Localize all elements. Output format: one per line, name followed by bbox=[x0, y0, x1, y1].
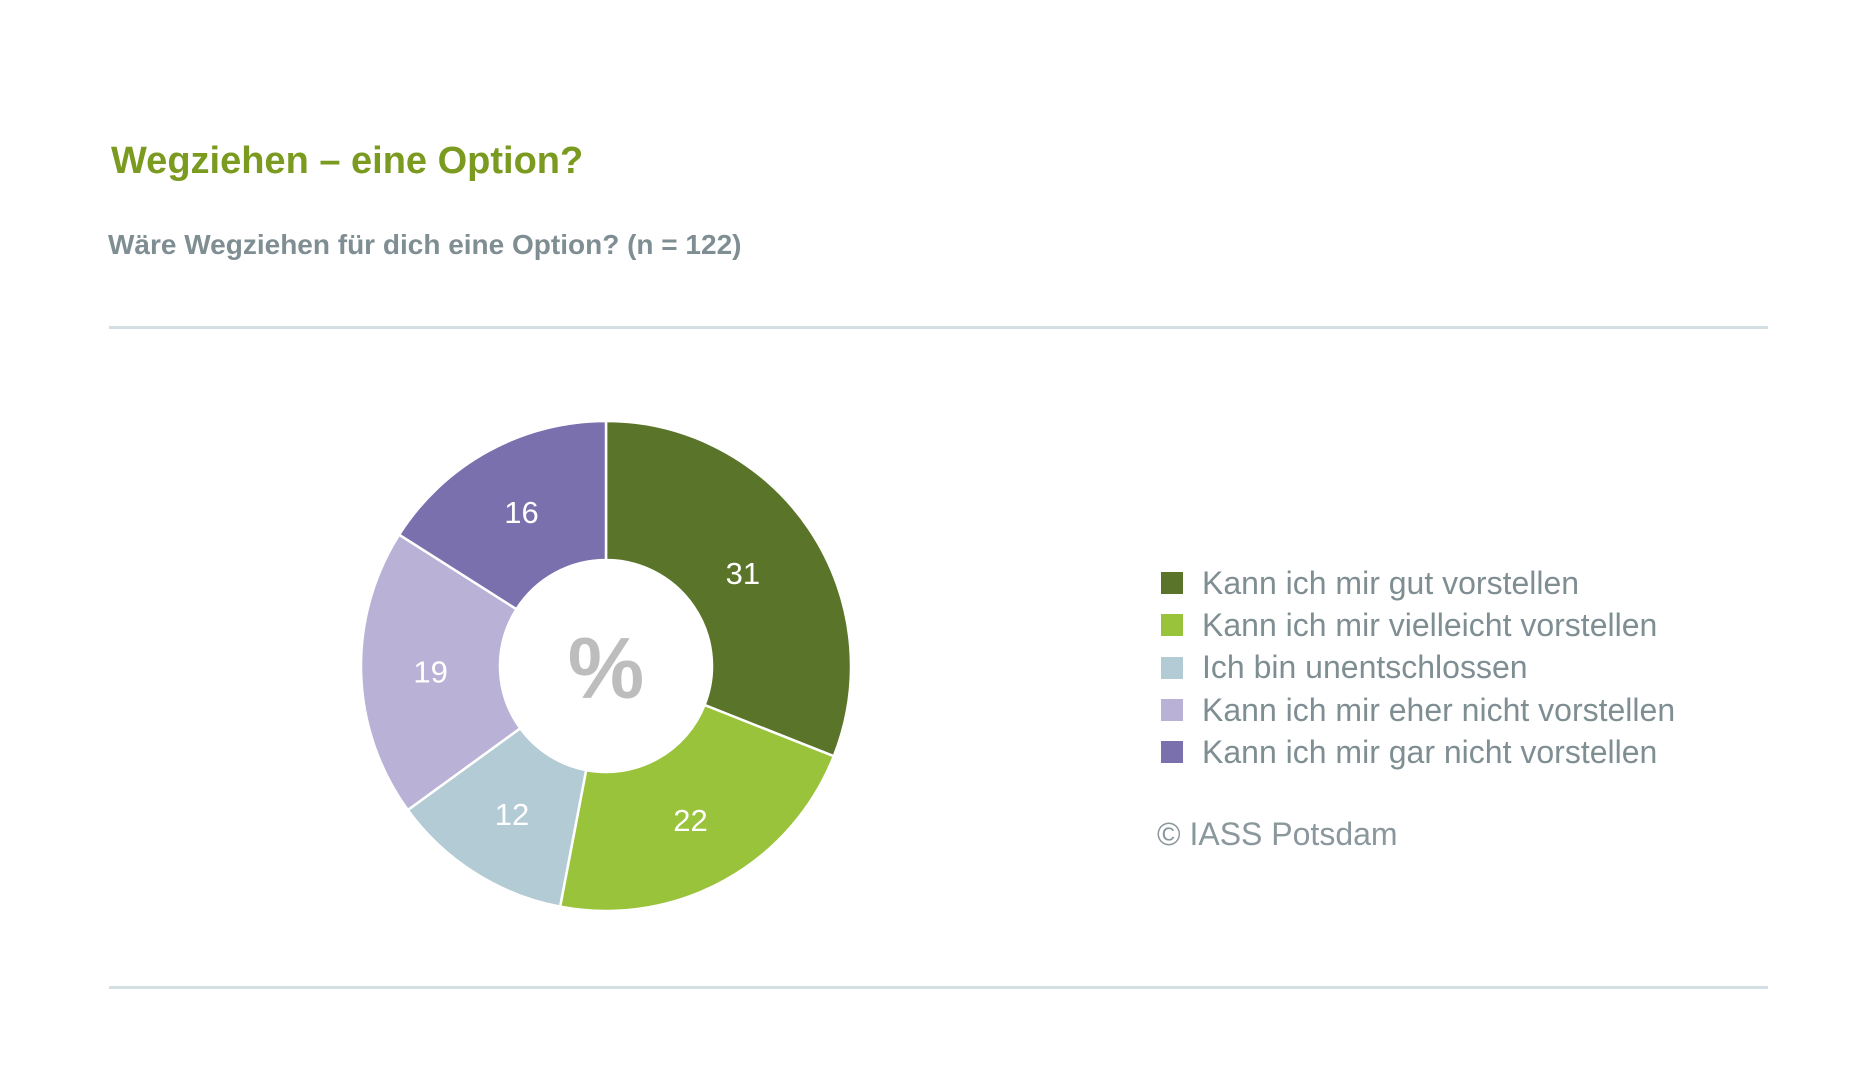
legend: Kann ich mir gut vorstellen Kann ich mir … bbox=[1161, 562, 1675, 773]
top-divider bbox=[109, 326, 1768, 329]
legend-label: Kann ich mir gar nicht vorstellen bbox=[1202, 733, 1658, 770]
legend-item: Kann ich mir gar nicht vorstellen bbox=[1161, 731, 1675, 773]
donut-slice bbox=[558, 703, 836, 913]
data-label: 22 bbox=[673, 803, 707, 838]
donut-slice bbox=[397, 419, 608, 611]
data-label: 19 bbox=[413, 655, 447, 690]
legend-item: Ich bin unentschlossen bbox=[1161, 647, 1675, 689]
legend-swatch bbox=[1161, 656, 1183, 679]
chart-title: Wegziehen – eine Option? bbox=[111, 140, 584, 182]
copyright: © IASS Potsdam bbox=[1157, 816, 1398, 852]
donut-slice bbox=[604, 419, 853, 758]
legend-item: Kann ich mir eher nicht vorstellen bbox=[1161, 689, 1675, 731]
legend-swatch bbox=[1161, 572, 1183, 595]
donut-slice bbox=[359, 532, 522, 812]
chart-subtitle: Wäre Wegziehen für dich eine Option? (n … bbox=[108, 229, 742, 260]
legend-label: Kann ich mir gut vorstellen bbox=[1202, 564, 1580, 601]
legend-label: Kann ich mir eher nicht vorstellen bbox=[1202, 691, 1676, 728]
donut-slice bbox=[406, 726, 588, 909]
data-label: 12 bbox=[495, 797, 529, 832]
legend-item: Kann ich mir vielleicht vorstellen bbox=[1161, 604, 1675, 646]
legend-label: Ich bin unentschlossen bbox=[1202, 649, 1528, 686]
legend-swatch bbox=[1161, 699, 1183, 722]
bottom-divider bbox=[109, 986, 1768, 989]
legend-label: Kann ich mir vielleicht vorstellen bbox=[1202, 606, 1658, 643]
center-percent-label: % bbox=[568, 621, 644, 717]
legend-item: Kann ich mir gut vorstellen bbox=[1161, 562, 1675, 604]
data-label: 31 bbox=[726, 556, 760, 591]
legend-swatch bbox=[1161, 741, 1183, 764]
legend-swatch bbox=[1161, 614, 1183, 637]
data-label: 16 bbox=[504, 495, 538, 530]
